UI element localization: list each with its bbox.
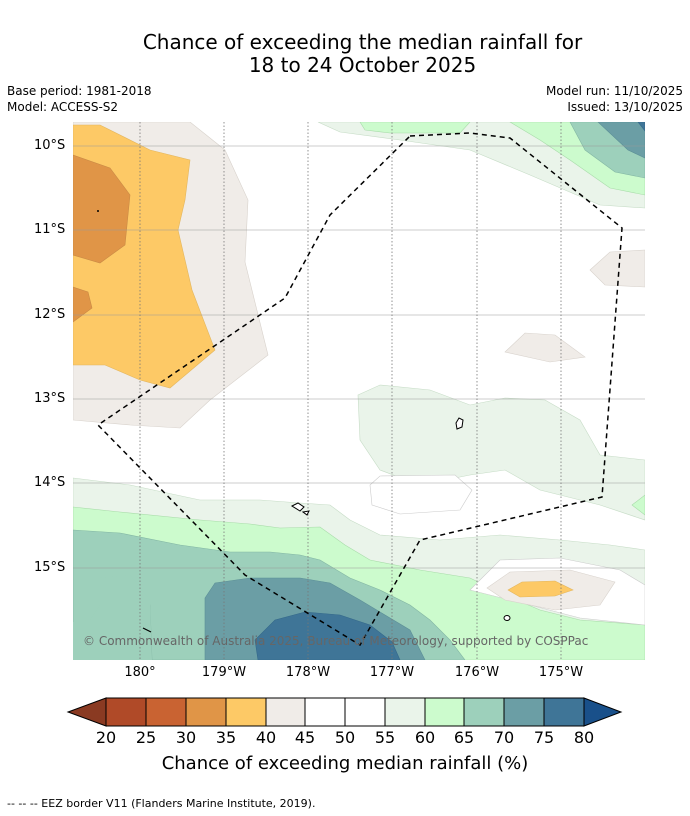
colorbar-bin-60-65 [424, 697, 465, 727]
region-70-75-north [597, 122, 645, 159]
region-35-40-southeast [507, 580, 574, 598]
colorbar-bin-25-30 [145, 697, 187, 727]
lon-label-178w: 178°W [285, 665, 331, 680]
colorbar-tick-40: 40 [255, 728, 277, 747]
colorbar-bin-30-35 [185, 697, 227, 727]
meta-left: Base period: 1981-2018 Model: ACCESS-S2 [7, 83, 152, 115]
island-west-dot [97, 210, 99, 212]
lon-label-177w: 177°W [369, 665, 415, 680]
copyright-text: © Commonwealth of Australia 2025, Bureau… [83, 634, 588, 648]
colorbar-bin-35-40 [225, 697, 267, 727]
island-southwest [142, 627, 152, 633]
colorbar-tick-55: 55 [374, 728, 396, 747]
colorbar-tick-35: 35 [215, 728, 237, 747]
lon-label-179w: 179°W [201, 665, 247, 680]
lat-label-11s: 11°S [34, 222, 66, 237]
colorbar-tick-70: 70 [493, 728, 515, 747]
base-period: Base period: 1981-2018 [7, 84, 152, 98]
colorbar-bin-65-70 [463, 697, 505, 727]
lat-gridlines [73, 145, 645, 569]
colorbar-tick-45: 45 [294, 728, 316, 747]
colorbar-tick-65: 65 [453, 728, 475, 747]
colorbar-tick-50: 50 [334, 728, 356, 747]
colorbar-tick-20: 20 [95, 728, 117, 747]
colorbar [66, 697, 623, 727]
lat-label-15s: 15°S [34, 560, 66, 575]
colorbar-bin-55-60 [384, 697, 426, 727]
eez-legend-note: -- -- -- EEZ border V11 (Flanders Marine… [7, 797, 316, 810]
colorbar-tick-25: 25 [135, 728, 157, 747]
region-30-35-west-b [73, 286, 93, 323]
colorbar-upper-arrow [583, 697, 623, 727]
colorbar-lower-arrow [66, 697, 107, 727]
map-title: Chance of exceeding the median rainfall … [0, 31, 690, 77]
lat-label-13s: 13°S [34, 391, 66, 406]
island-southeast [503, 615, 511, 621]
colorbar-bin-70-75 [503, 697, 545, 727]
lat-label-10s: 10°S [34, 138, 66, 153]
lon-label-176w: 176°W [454, 665, 500, 680]
colorbar-label: Chance of exceeding median rainfall (%) [161, 753, 529, 774]
title-line-1: Chance of exceeding the median rainfall … [142, 30, 583, 54]
colorbar-tick-80: 80 [573, 728, 595, 747]
lat-label-12s: 12°S [34, 307, 66, 322]
region-45-55-central-hole [369, 474, 473, 515]
lon-gridlines [139, 122, 562, 660]
model-name: Model: ACCESS-S2 [7, 100, 119, 114]
island-futuna [290, 502, 305, 512]
colorbar-bin-40-45 [265, 697, 306, 727]
colorbar-bin-75-80 [543, 697, 585, 727]
colorbar-bin-45-50 [304, 697, 346, 727]
region-65-70-south-fill [73, 575, 152, 660]
lat-label-14s: 14°S [34, 475, 66, 490]
colorbar-tick-30: 30 [175, 728, 197, 747]
map-area: © Commonwealth of Australia 2025, Bureau… [73, 122, 645, 660]
colorbar-bin-20-25 [105, 697, 147, 727]
island-wallis [455, 417, 464, 430]
eez-border [96, 132, 623, 647]
model-run: Model run: 11/10/2025 [545, 84, 683, 98]
lon-label-180: 180° [124, 665, 156, 680]
region-40-45-east-a [589, 249, 645, 288]
region-75-80-north [637, 122, 645, 132]
issued-date: Issued: 13/10/2025 [567, 100, 683, 114]
island-alofi [301, 510, 310, 516]
meta-right: Model run: 11/10/2025 Issued: 13/10/2025 [546, 83, 683, 115]
region-30-35-west-a [73, 154, 131, 264]
region-60-65-north-a [359, 122, 471, 134]
colorbar-tick-75: 75 [533, 728, 555, 747]
region-60-65-east-edge [631, 494, 645, 516]
region-40-45-east-b [504, 332, 586, 363]
colorbar-tick-60: 60 [414, 728, 436, 747]
colorbar-bin-50-55 [344, 697, 386, 727]
title-line-2: 18 to 24 October 2025 [248, 53, 477, 77]
lon-label-175w: 175°W [538, 665, 584, 680]
region-75-80-south [254, 611, 401, 660]
